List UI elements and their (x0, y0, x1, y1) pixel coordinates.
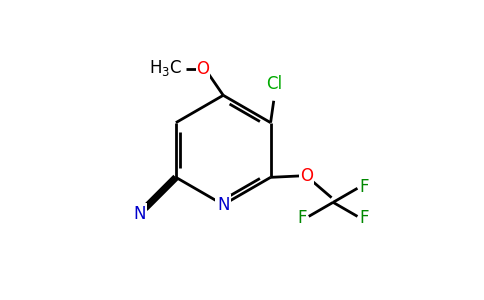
Text: O: O (300, 167, 313, 185)
Text: O: O (197, 60, 210, 78)
Text: F: F (359, 209, 368, 227)
Text: F: F (298, 209, 307, 227)
Text: F: F (359, 178, 368, 196)
Text: N: N (217, 196, 229, 214)
Text: Cl: Cl (266, 75, 282, 93)
Text: N: N (133, 205, 146, 223)
Text: H$_3$C: H$_3$C (150, 58, 182, 78)
